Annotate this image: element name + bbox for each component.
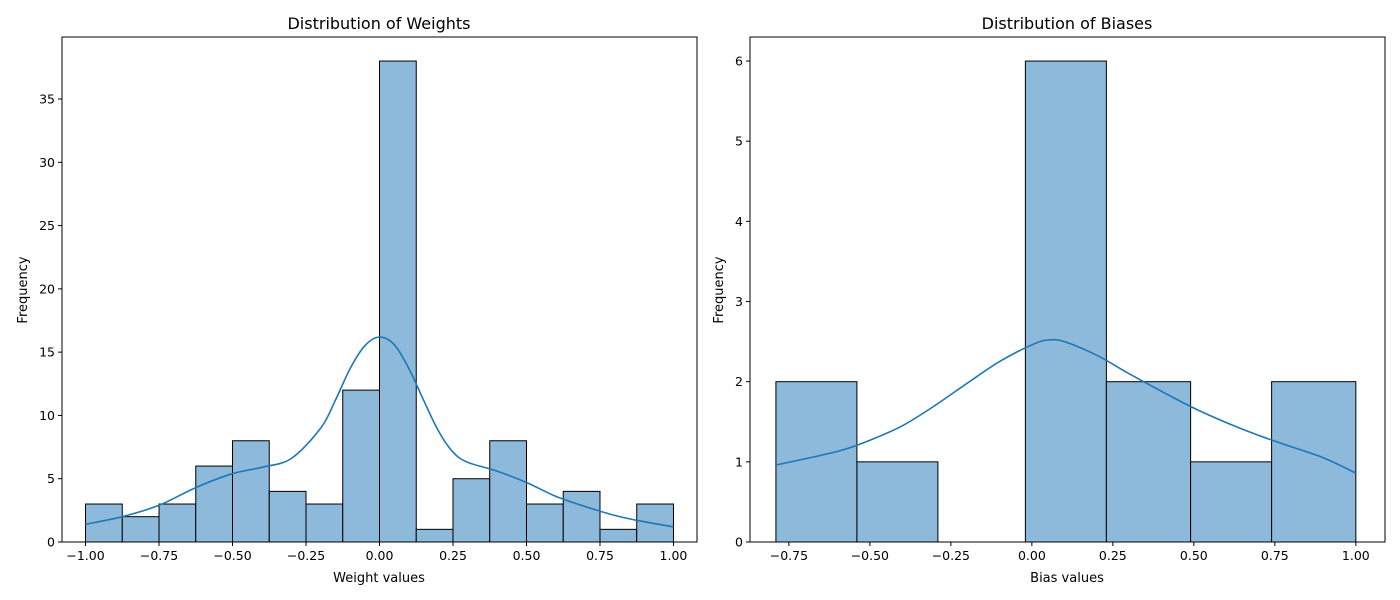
x-tick-label: 1.00: [1342, 548, 1370, 563]
y-tick-label: 10: [39, 408, 55, 423]
y-tick-label: 3: [735, 294, 743, 309]
x-tick-label: 0.75: [1261, 548, 1289, 563]
histogram-bar: [195, 465, 234, 543]
x-axis-ticks: −1.00 −0.75 −0.50 −0.25 0.00 0.25 0.50 0.75 1.00: [66, 542, 687, 563]
biases-histogram-chart: Distribution of Biases Bias values Frequ…: [712, 14, 1386, 586]
x-axis-ticks: −0.75 −0.50 −0.25 0.00 0.25 0.50 0.75 1.00: [770, 542, 1370, 563]
chart-title: Distribution of Biases: [982, 14, 1153, 33]
y-tick-label: 5: [735, 134, 743, 149]
y-axis-ticks: 0 5 10 15 20 25 30 35: [39, 92, 62, 550]
histogram-bar: [305, 503, 344, 543]
y-tick-label: 5: [47, 471, 55, 486]
plot-frame: [61, 36, 698, 543]
histogram-bar: [232, 440, 270, 543]
y-tick-label: 20: [39, 281, 55, 296]
y-tick-label: 4: [735, 214, 743, 229]
y-tick-label: 15: [39, 345, 55, 360]
histogram-bars: [85, 60, 674, 543]
histogram-bar: [268, 490, 307, 543]
histogram-bar: [1024, 60, 1107, 543]
histogram-bar: [1105, 381, 1192, 543]
histogram-bar: [599, 528, 638, 543]
x-tick-label: −0.50: [213, 548, 251, 563]
x-axis-label: Weight values: [333, 571, 425, 586]
x-tick-label: 1.00: [660, 548, 688, 563]
kde-curve: [85, 336, 674, 528]
x-tick-label: −0.25: [932, 548, 970, 563]
x-tick-label: 0.25: [1099, 548, 1127, 563]
y-tick-label: 2: [735, 374, 743, 389]
plot-frame: [749, 36, 1386, 543]
x-tick-label: −0.25: [287, 548, 325, 563]
histogram-bar: [525, 503, 564, 543]
histogram-bar: [452, 478, 491, 543]
x-tick-label: 0.00: [366, 548, 394, 563]
y-tick-label: 25: [39, 218, 55, 233]
histogram-bar: [158, 503, 197, 543]
y-tick-label: 35: [39, 92, 55, 107]
y-tick-label: 6: [735, 54, 743, 69]
y-tick-label: 0: [47, 535, 55, 550]
x-tick-label: 0.75: [586, 548, 614, 563]
y-tick-label: 1: [735, 454, 743, 469]
x-tick-label: 0.00: [1018, 548, 1046, 563]
x-tick-label: −0.75: [140, 548, 178, 563]
x-tick-label: 0.50: [1180, 548, 1208, 563]
histogram-bars: [775, 60, 1357, 543]
histogram-bar: [121, 516, 160, 543]
histogram-bar: [562, 490, 601, 543]
kde-line: [85, 336, 674, 528]
y-axis-label: Frequency: [712, 256, 727, 323]
x-tick-label: −0.50: [851, 548, 889, 563]
y-axis-label: Frequency: [16, 256, 31, 323]
y-axis-ticks: 0 1 2 3 4 5 6: [735, 54, 750, 550]
weights-histogram-chart: Distribution of Weights Weight values Fr…: [16, 14, 698, 586]
kde-curve: [775, 338, 1357, 474]
x-tick-label: −1.00: [66, 548, 104, 563]
histogram-bar: [379, 60, 417, 543]
histogram-bar: [1190, 461, 1273, 543]
histogram-bar: [856, 461, 939, 543]
kde-line: [775, 338, 1357, 474]
y-tick-label: 0: [735, 535, 743, 550]
y-tick-label: 30: [39, 155, 55, 170]
histogram-bar: [342, 389, 381, 543]
chart-title: Distribution of Weights: [287, 14, 470, 33]
x-tick-label: 0.50: [513, 548, 541, 563]
x-axis-label: Bias values: [1030, 571, 1104, 586]
x-tick-label: −0.75: [770, 548, 808, 563]
histogram-bar: [1271, 381, 1357, 543]
histogram-bar: [415, 528, 454, 543]
histogram-bar: [489, 440, 527, 543]
x-tick-label: 0.25: [439, 548, 467, 563]
